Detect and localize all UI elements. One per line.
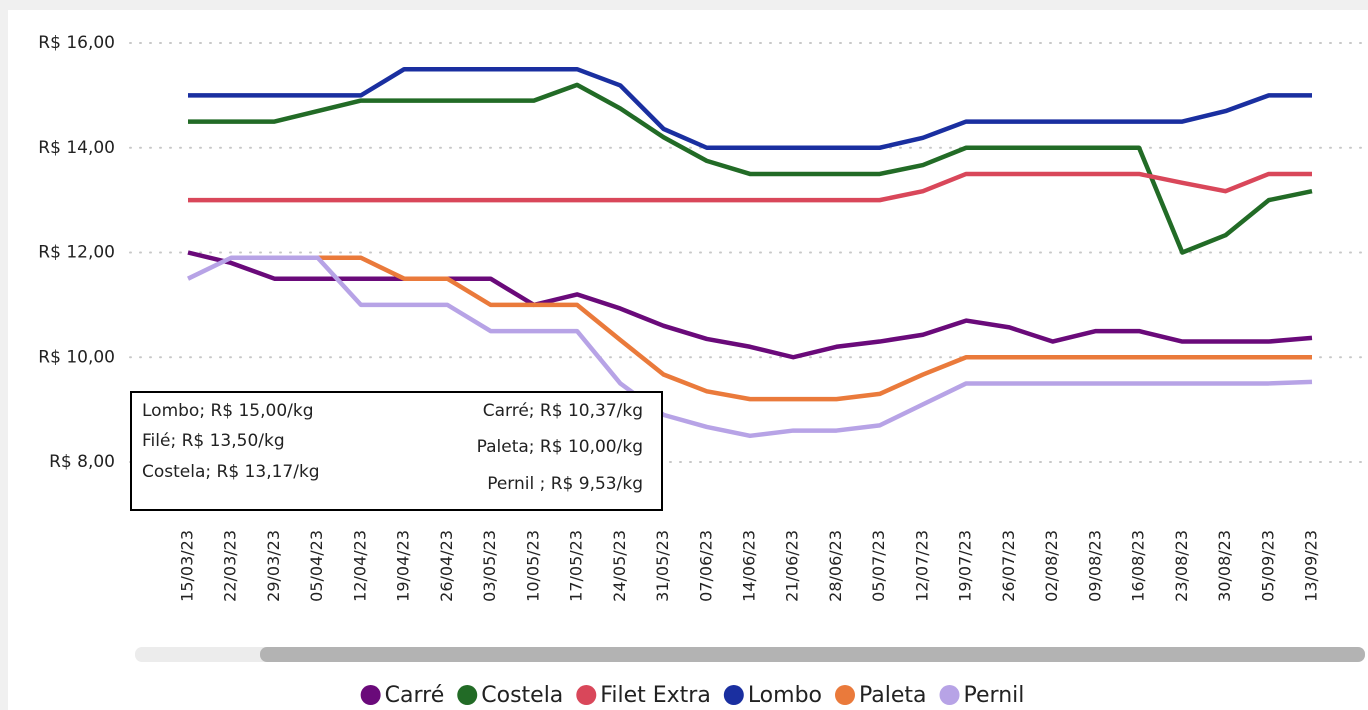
chart-background <box>8 10 1368 710</box>
legend-label: Lombo <box>748 683 822 708</box>
x-tick-label: 05/09/23 <box>1258 530 1277 602</box>
scrollbar-thumb[interactable] <box>260 647 1365 662</box>
x-tick-label: 23/08/23 <box>1172 530 1191 602</box>
annotation: Pernil ; R$ 9,53/kg <box>487 474 643 494</box>
legend-marker <box>939 685 960 705</box>
legend-label: Filet Extra <box>600 683 711 708</box>
x-tick-label: 14/06/23 <box>740 530 759 602</box>
series-line <box>187 255 1313 439</box>
x-tick-label: 24/05/23 <box>610 530 629 602</box>
y-tick-label: R$ 8,00 <box>49 452 115 472</box>
annotation: Paleta; R$ 10,00/kg <box>477 437 643 457</box>
x-tick-label: 29/03/23 <box>264 530 283 602</box>
series-line <box>188 66 1312 150</box>
x-tick-label: 22/03/23 <box>221 530 240 602</box>
y-tick-label: R$ 10,00 <box>38 347 115 367</box>
x-tick-label: 10/05/23 <box>523 530 542 602</box>
series-line <box>231 255 1312 402</box>
annotation-box <box>130 391 663 511</box>
x-tick-label: 12/04/23 <box>350 530 369 602</box>
annotation: Filé; R$ 13,50/kg <box>142 431 285 451</box>
legend-label: Paleta <box>859 683 927 708</box>
x-tick-label: 31/05/23 <box>653 530 672 602</box>
series-line <box>187 250 1313 360</box>
legend-label: Carré <box>385 683 445 708</box>
x-tick-label: 05/04/23 <box>307 530 326 602</box>
x-tick-label: 21/06/23 <box>783 530 802 602</box>
legend-marker <box>723 685 744 705</box>
x-tick-label: 19/04/23 <box>394 530 413 602</box>
legend-label: Costela <box>481 683 563 708</box>
x-tick-label: 17/05/23 <box>567 530 586 602</box>
x-tick-label: 26/07/23 <box>999 530 1018 602</box>
series-line <box>188 171 1312 203</box>
y-tick-label: R$ 12,00 <box>38 243 115 263</box>
annotation: Carré; R$ 10,37/kg <box>483 401 643 421</box>
legend-marker <box>360 685 381 705</box>
x-tick-label: 07/06/23 <box>696 530 715 602</box>
legend-marker <box>576 685 597 705</box>
x-tick-label: 30/08/23 <box>1215 530 1234 602</box>
x-tick-label: 12/07/23 <box>912 530 931 602</box>
x-tick-label: 05/07/23 <box>869 530 888 602</box>
x-tick-label: 19/07/23 <box>956 530 975 602</box>
annotation: Costela; R$ 13,17/kg <box>142 462 320 482</box>
x-tick-label: 16/08/23 <box>1129 530 1148 602</box>
x-tick-label: 26/04/23 <box>437 530 456 602</box>
annotation: Lombo; R$ 15,00/kg <box>142 401 314 421</box>
y-tick-label: R$ 14,00 <box>38 138 115 158</box>
x-tick-label: 09/08/23 <box>1085 530 1104 602</box>
x-tick-label: 28/06/23 <box>826 530 845 602</box>
legend-marker <box>835 685 855 705</box>
x-tick-label: 13/09/23 <box>1302 530 1321 602</box>
legend-label: Pernil <box>964 683 1025 708</box>
legend-marker <box>457 685 478 705</box>
x-tick-label: 15/03/23 <box>178 530 197 602</box>
x-tick-label: 03/05/23 <box>480 530 499 602</box>
x-tick-label: 02/08/23 <box>1042 530 1061 602</box>
series-line <box>188 82 1313 255</box>
y-tick-label: R$ 16,00 <box>38 33 115 53</box>
